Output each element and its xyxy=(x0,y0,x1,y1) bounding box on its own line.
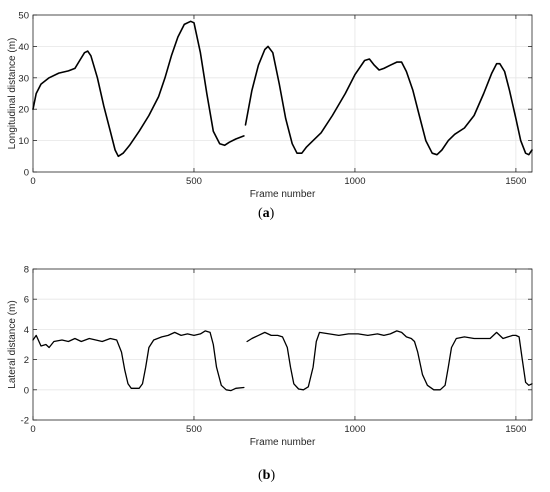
x-tick-label: 1000 xyxy=(344,424,365,435)
y-tick-label: 10 xyxy=(18,136,29,147)
y-tick-label: -2 xyxy=(21,416,29,427)
x-tick-label: 500 xyxy=(186,176,202,187)
x-tick-label: 1500 xyxy=(505,176,526,187)
x-tick-label: 0 xyxy=(30,424,35,435)
y-tick-label: 8 xyxy=(24,265,29,276)
series-line-segment-1 xyxy=(32,330,245,392)
plot-area-border xyxy=(32,268,533,421)
series-line-segment-2 xyxy=(244,45,533,156)
x-tick-label: 1500 xyxy=(505,424,526,435)
y-tick-label: 30 xyxy=(18,73,29,84)
series-line-segment-2 xyxy=(246,330,533,391)
y-tick-label: 20 xyxy=(18,105,29,116)
plot-area-border xyxy=(32,14,533,173)
x-axis-label: Frame number xyxy=(250,437,316,448)
chart-a: 0 500 1000 1500 0 10 20 30 40 50 Frame number Longi… xyxy=(7,11,533,200)
y-tick-label: 0 xyxy=(24,168,29,179)
panel-label-a: (a) xyxy=(258,206,275,221)
y-tick-label: 0 xyxy=(24,385,29,396)
y-tick-label: 2 xyxy=(24,355,29,366)
x-tick-label: 500 xyxy=(186,424,202,435)
x-tick-label: 0 xyxy=(30,176,35,187)
y-tick-label: 6 xyxy=(24,295,29,306)
y-axis-label: Lateral distance (m) xyxy=(7,300,18,388)
x-axis-label: Frame number xyxy=(250,189,316,200)
y-tick-label: 4 xyxy=(24,325,29,336)
series-line-segment-1 xyxy=(32,20,245,158)
panel-label-b: (b) xyxy=(258,468,276,483)
x-tick-label: 1000 xyxy=(344,176,365,187)
y-axis-label: Longitudinal distance (m) xyxy=(7,38,18,150)
y-tick-label: 50 xyxy=(18,11,29,22)
y-tick-label: 40 xyxy=(18,42,29,53)
